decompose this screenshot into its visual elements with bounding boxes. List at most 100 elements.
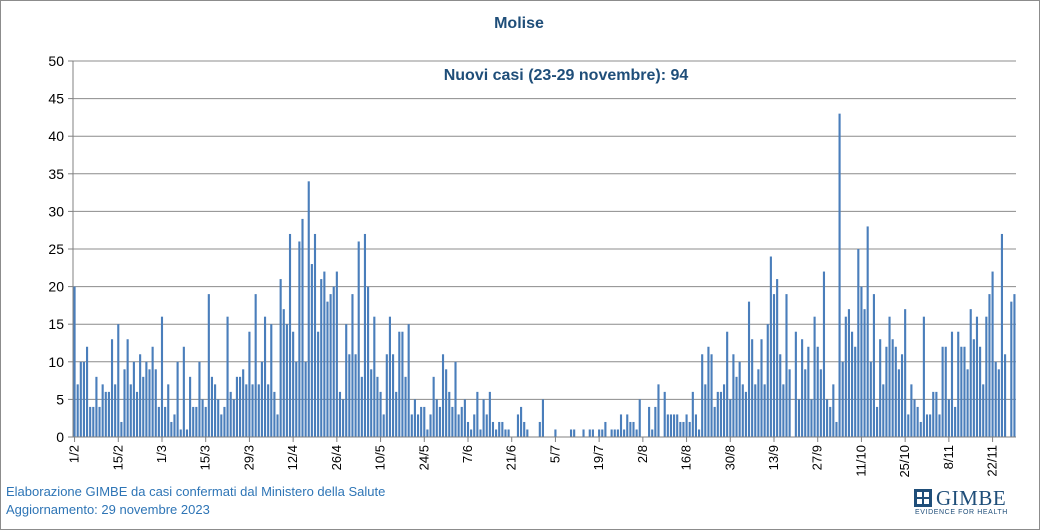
update-date: Aggiornamento: 29 novembre 2023 bbox=[6, 502, 210, 517]
bar bbox=[345, 324, 348, 437]
bar bbox=[376, 376, 379, 437]
bar bbox=[710, 354, 713, 437]
bar bbox=[573, 429, 576, 437]
bar bbox=[257, 384, 260, 437]
bar bbox=[432, 376, 435, 437]
bar bbox=[501, 421, 504, 437]
bar bbox=[157, 406, 160, 437]
bar bbox=[504, 429, 507, 437]
bar bbox=[716, 391, 719, 437]
bar bbox=[338, 391, 342, 437]
bar bbox=[960, 346, 963, 437]
bar bbox=[448, 391, 451, 437]
bar bbox=[370, 369, 373, 437]
bar bbox=[451, 406, 454, 437]
bar bbox=[151, 346, 154, 437]
bar bbox=[591, 429, 594, 437]
chart-title: Molise bbox=[494, 15, 544, 32]
bar bbox=[176, 361, 179, 437]
bar bbox=[173, 414, 176, 437]
bar bbox=[638, 399, 641, 437]
bar bbox=[925, 414, 929, 437]
bar bbox=[916, 406, 919, 437]
bar bbox=[938, 414, 941, 437]
bar bbox=[298, 241, 301, 437]
bar bbox=[304, 361, 307, 437]
bar bbox=[132, 361, 135, 437]
bar bbox=[335, 271, 338, 437]
bar bbox=[947, 399, 950, 437]
bar bbox=[804, 369, 807, 437]
bar bbox=[491, 421, 495, 437]
bar bbox=[569, 429, 573, 437]
bar bbox=[685, 414, 688, 437]
bar bbox=[285, 324, 288, 437]
bar bbox=[875, 406, 879, 437]
bar bbox=[629, 421, 632, 437]
bar bbox=[473, 414, 476, 437]
bar bbox=[838, 113, 841, 437]
bar bbox=[682, 421, 685, 437]
bar bbox=[813, 316, 816, 437]
bar bbox=[307, 181, 310, 437]
bar bbox=[957, 331, 960, 437]
bar bbox=[192, 406, 195, 437]
bar bbox=[863, 309, 866, 437]
bar bbox=[145, 361, 148, 437]
bar bbox=[229, 391, 232, 437]
bar bbox=[410, 414, 413, 437]
x-tick-label: 30/8 bbox=[722, 445, 737, 470]
bar bbox=[822, 271, 826, 437]
bar bbox=[604, 421, 607, 437]
bar bbox=[757, 369, 760, 437]
bar bbox=[819, 369, 822, 437]
bar bbox=[110, 339, 114, 437]
bar bbox=[894, 346, 897, 437]
bar bbox=[235, 376, 238, 437]
bar bbox=[89, 406, 92, 437]
bar bbox=[363, 233, 367, 437]
bar bbox=[673, 414, 676, 437]
bar bbox=[885, 346, 888, 437]
bar bbox=[220, 414, 223, 437]
bar bbox=[148, 369, 151, 437]
bar bbox=[495, 429, 498, 437]
bar bbox=[776, 279, 779, 437]
x-tick-label: 16/8 bbox=[679, 445, 694, 470]
bar bbox=[835, 421, 838, 437]
bar bbox=[101, 384, 104, 437]
x-tick-label: 10/5 bbox=[373, 445, 388, 470]
bar bbox=[420, 406, 423, 437]
y-tick-label: 0 bbox=[56, 429, 64, 445]
bar bbox=[454, 361, 457, 437]
bar bbox=[279, 279, 282, 437]
bar bbox=[73, 286, 76, 437]
bar bbox=[201, 399, 204, 437]
y-tick-label: 25 bbox=[48, 241, 64, 257]
bar bbox=[1000, 233, 1004, 437]
bar bbox=[676, 414, 679, 437]
bar bbox=[651, 429, 654, 437]
x-tick-label: 1/2 bbox=[67, 445, 82, 463]
bar bbox=[507, 429, 510, 437]
bar bbox=[198, 361, 201, 437]
bar bbox=[882, 384, 885, 437]
bar bbox=[485, 414, 488, 437]
bar bbox=[398, 331, 401, 437]
y-axis-ticks: 0 5 10 15 20 25 30 35 40 45 50 bbox=[48, 53, 73, 445]
bar bbox=[248, 331, 251, 437]
bar bbox=[935, 391, 938, 437]
bar bbox=[242, 369, 245, 437]
bar bbox=[719, 391, 722, 437]
bar bbox=[888, 316, 891, 437]
bar bbox=[288, 233, 292, 437]
bar bbox=[635, 429, 638, 437]
x-tick-label: 25/10 bbox=[897, 445, 912, 478]
bar bbox=[189, 376, 192, 437]
bar bbox=[164, 406, 167, 437]
y-tick-label: 30 bbox=[48, 203, 64, 219]
bar bbox=[245, 384, 248, 437]
bar bbox=[907, 414, 910, 437]
bar bbox=[735, 376, 738, 437]
